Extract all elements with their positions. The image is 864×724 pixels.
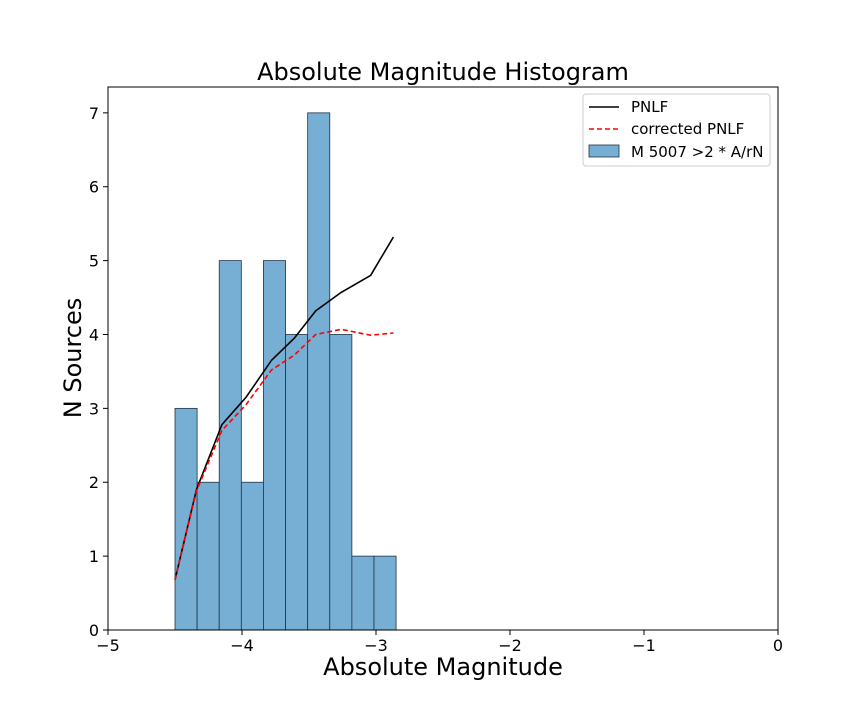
x-tick-label: −2 xyxy=(498,636,522,655)
series-lines xyxy=(174,236,395,580)
histogram-bars xyxy=(174,112,397,631)
corrected-pnlf-line xyxy=(174,328,394,580)
histogram-bar xyxy=(329,334,353,631)
legend: PNLF corrected PNLF M 5007 >2 * A/rN xyxy=(582,93,771,167)
legend-frame xyxy=(582,93,771,167)
x-tick-label: −4 xyxy=(230,636,254,655)
x-tick-label: −1 xyxy=(632,636,656,655)
x-axis-title: Absolute Magnitude xyxy=(323,653,563,681)
histogram-bar xyxy=(285,334,309,631)
histogram-bar xyxy=(196,481,220,631)
histogram-bar xyxy=(218,260,242,631)
y-tick-label: 3 xyxy=(89,399,99,418)
legend-label-corrected-pnlf: corrected PNLF xyxy=(631,120,744,138)
y-axis-title: N Sources xyxy=(59,298,87,419)
y-tick-label: 1 xyxy=(89,547,99,566)
histogram-bar xyxy=(263,260,286,631)
legend-label-histogram: M 5007 >2 * A/rN xyxy=(631,143,764,161)
plot-frame xyxy=(107,86,779,631)
histogram-bar xyxy=(240,481,264,631)
x-axis: −5 −4 −3 −2 −1 0 xyxy=(96,630,783,655)
chart-title: Absolute Magnitude Histogram xyxy=(257,58,629,86)
legend-swatch-histogram xyxy=(588,144,620,158)
y-tick-label: 6 xyxy=(89,178,99,197)
histogram-bar xyxy=(351,555,375,631)
x-tick-label: 0 xyxy=(773,636,783,655)
y-tick-label: 0 xyxy=(89,621,99,640)
y-tick-label: 4 xyxy=(89,325,99,344)
histogram-bar xyxy=(307,112,331,631)
y-tick-label: 2 xyxy=(89,473,99,492)
pnlf-line xyxy=(174,236,395,580)
histogram-bar xyxy=(373,555,397,631)
histogram-bar xyxy=(174,407,198,631)
y-tick-label: 5 xyxy=(89,252,99,271)
y-axis: 0 1 2 3 4 5 6 7 xyxy=(89,104,108,640)
y-tick-label: 7 xyxy=(89,104,99,123)
x-tick-label: −3 xyxy=(364,636,388,655)
legend-label-pnlf: PNLF xyxy=(631,98,668,116)
x-tick-label: −5 xyxy=(96,636,120,655)
